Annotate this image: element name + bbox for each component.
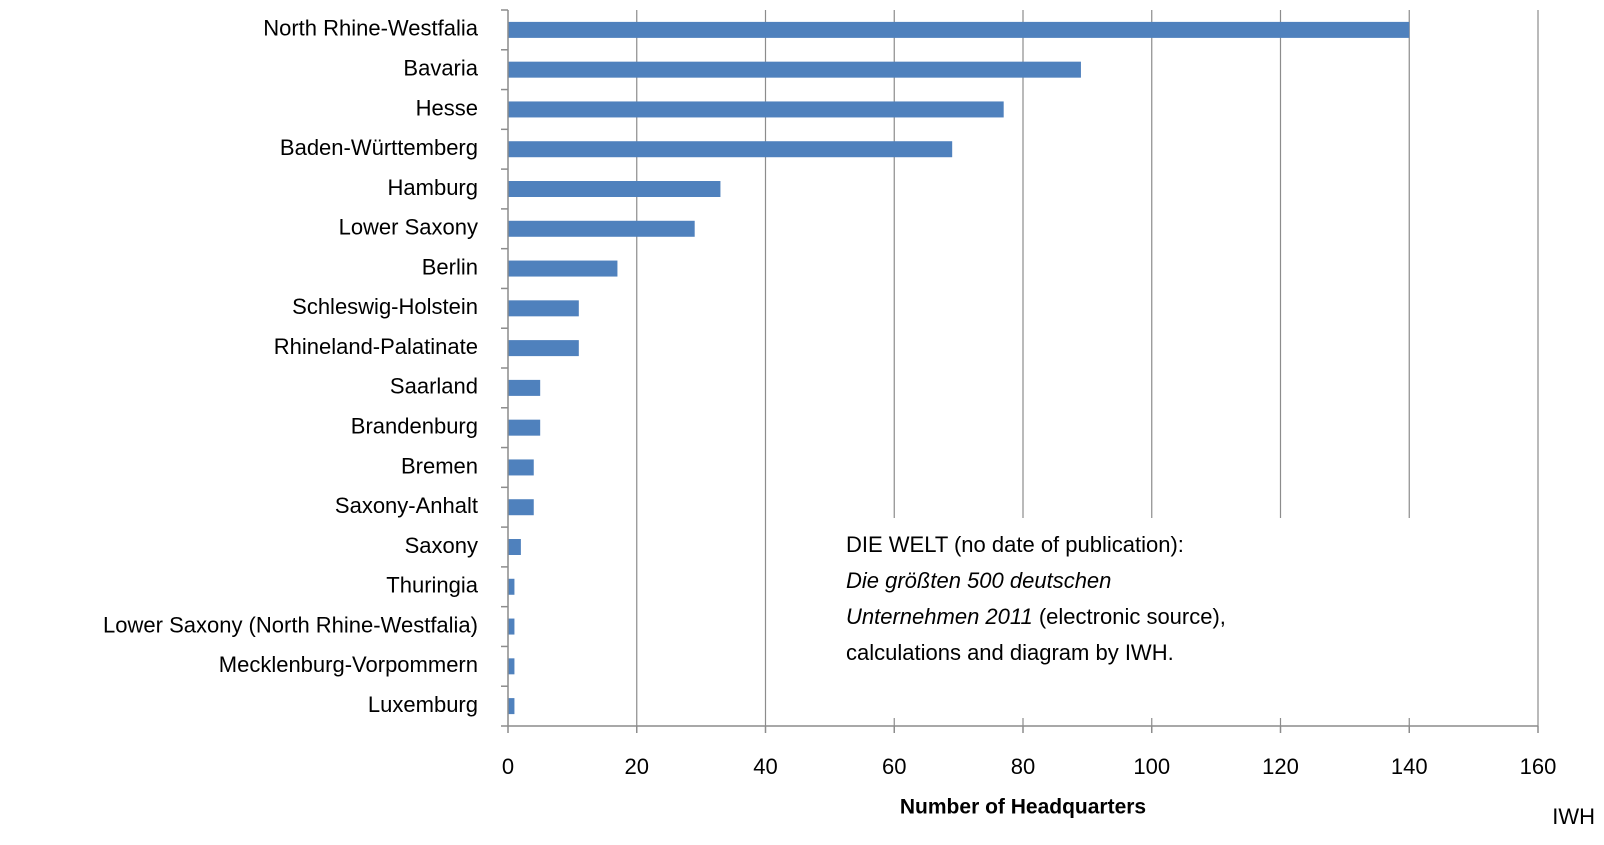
bar (508, 220, 695, 237)
x-tick-label: 40 (753, 754, 777, 779)
bar (508, 658, 515, 675)
annotation-box (830, 518, 1530, 718)
y-tick-label: Hamburg (388, 175, 478, 200)
bar (508, 101, 1004, 118)
y-tick-label: Lower Saxony (339, 215, 478, 240)
y-tick-label: Hesse (416, 95, 478, 120)
bar (508, 141, 953, 158)
bar (508, 300, 579, 317)
annotation-line: Unternehmen 2011 (electronic source), (846, 604, 1226, 629)
y-tick-label: North Rhine-Westfalia (263, 16, 479, 41)
annotation-line: DIE WELT (no date of publication): (846, 532, 1184, 557)
y-tick-label: Schleswig-Holstein (292, 294, 478, 319)
x-tick-label: 160 (1520, 754, 1557, 779)
bar (508, 340, 579, 357)
y-tick-label: Luxemburg (368, 692, 478, 717)
x-tick-label: 60 (882, 754, 906, 779)
annotation-text: DIE WELT (no date of publication): (846, 532, 1184, 557)
x-tick-label: 0 (502, 754, 514, 779)
bar (508, 499, 534, 516)
annotation-line: calculations and diagram by IWH. (846, 640, 1174, 665)
source: IWH (1552, 804, 1595, 829)
x-tick-label: 80 (1011, 754, 1035, 779)
bar (508, 260, 618, 277)
bar (508, 61, 1081, 78)
bar (508, 539, 521, 555)
y-tick-label: Bavaria (403, 55, 478, 80)
bar (508, 698, 515, 715)
annotation-line: Die größten 500 deutschen (846, 568, 1111, 593)
y-tick-label: Thuringia (386, 573, 478, 598)
x-tick-label: 100 (1133, 754, 1170, 779)
x-tick-label: 120 (1262, 754, 1299, 779)
y-tick-label: Saarland (390, 374, 478, 399)
bar (508, 21, 1410, 38)
y-tick-label: Saxony-Anhalt (335, 493, 478, 518)
bar (508, 618, 515, 635)
x-tick-label: 140 (1391, 754, 1428, 779)
bar (508, 419, 541, 436)
y-tick-label: Saxony (405, 533, 478, 558)
y-tick-label: Baden-Württemberg (280, 135, 478, 160)
bar (508, 459, 534, 476)
annotation-text: calculations and diagram by IWH. (846, 640, 1174, 665)
x-axis-title: Number of Headquarters (900, 796, 1146, 819)
y-tick-label: Rhineland-Palatinate (274, 334, 478, 359)
y-tick-label: Lower Saxony (North Rhine-Westfalia) (103, 612, 478, 637)
y-tick-label: Brandenburg (351, 413, 478, 438)
bar (508, 181, 721, 197)
annotation-text: (electronic source), (1033, 604, 1226, 629)
bar (508, 578, 515, 595)
y-tick-label: Bremen (401, 453, 478, 478)
x-tick-label: 20 (625, 754, 649, 779)
bar (508, 379, 541, 396)
annotation-text: Unternehmen 2011 (846, 604, 1033, 629)
y-tick-label: Mecklenburg-Vorpommern (219, 652, 478, 677)
annotation-text: Die größten 500 deutschen (846, 568, 1111, 593)
y-tick-label: Berlin (422, 254, 478, 279)
